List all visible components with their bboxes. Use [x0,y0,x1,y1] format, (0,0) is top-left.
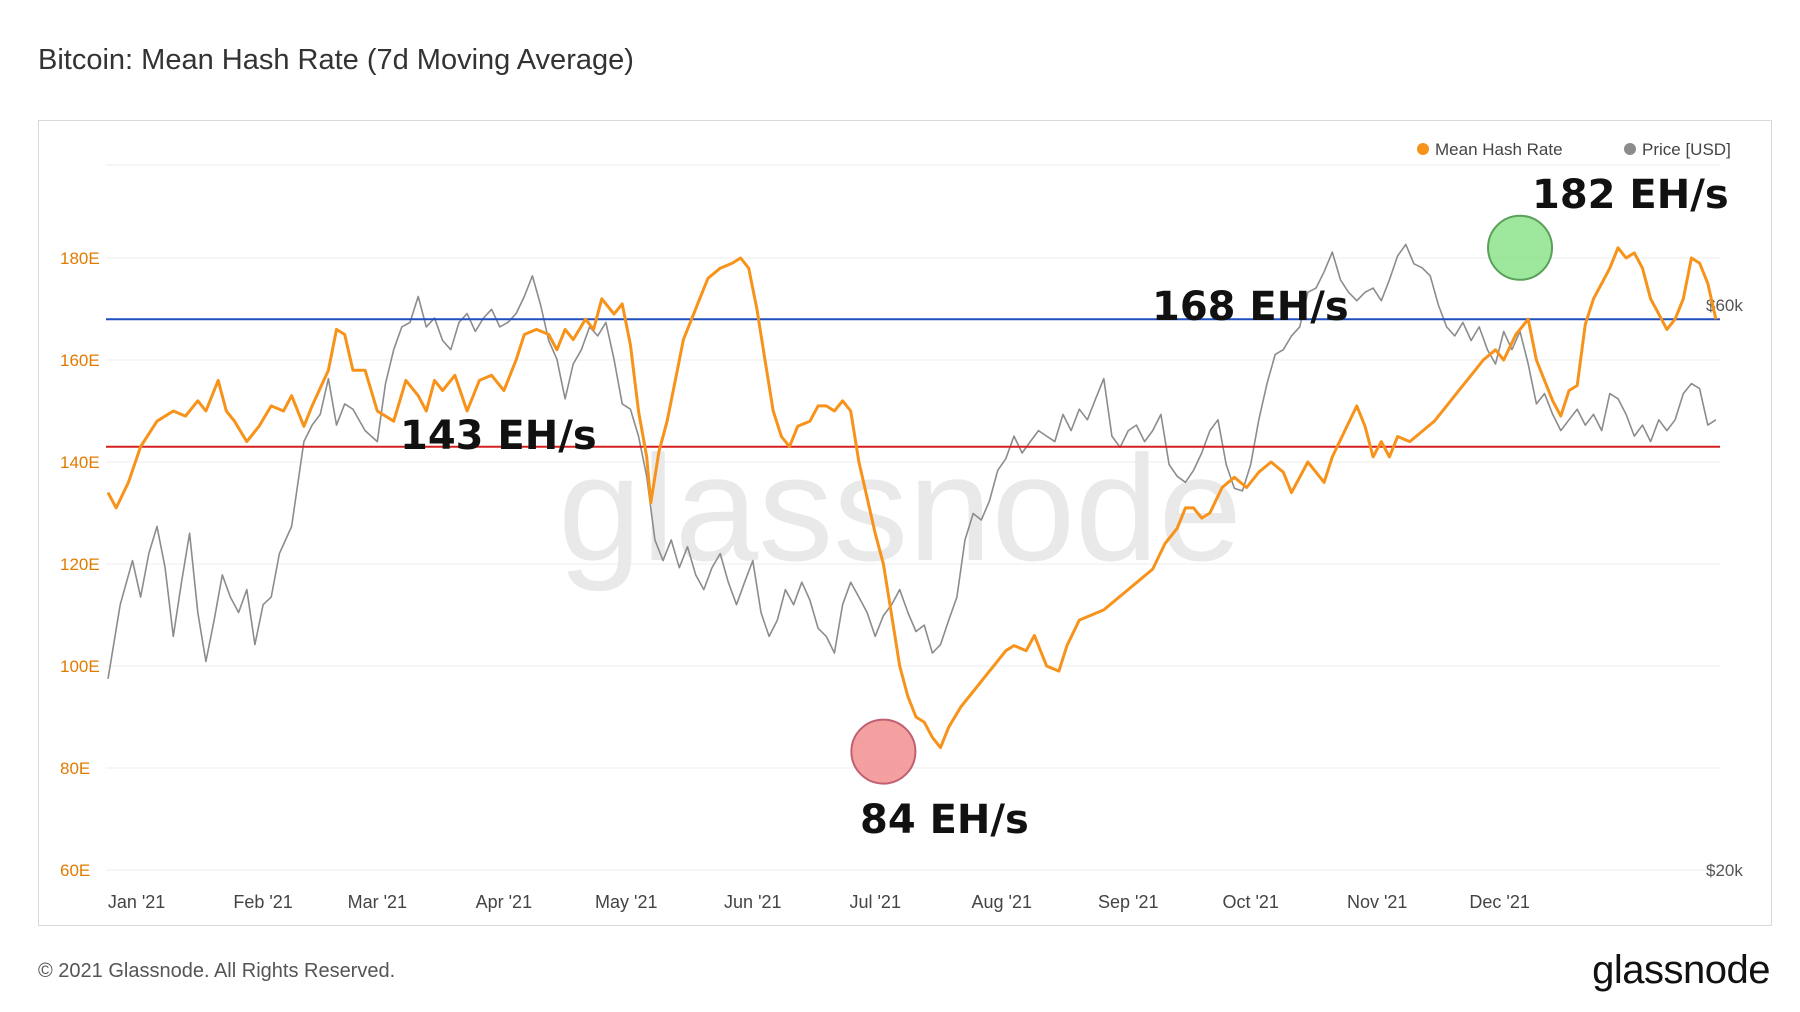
marker-high [1487,214,1554,281]
y-left-tick-label: 60E [60,861,90,880]
y-left-tick-label: 120E [60,555,100,574]
legend-label-price: Price [USD] [1642,140,1731,159]
hline-label-168: 168 EH/s [1152,284,1349,330]
x-tick-label: Sep '21 [1098,892,1159,912]
watermark: glassnode [558,424,1242,592]
marker-label-high: 182 EH/s [1532,172,1729,218]
chart-title: Bitcoin: Mean Hash Rate (7d Moving Avera… [38,44,634,76]
y-right-tick-label: $20k [1706,861,1743,880]
chart-frame [38,120,1772,926]
x-tick-label: Feb '21 [233,892,292,912]
x-tick-label: Mar '21 [348,892,407,912]
x-tick-label: Nov '21 [1347,892,1407,912]
y-left-tick-label: 160E [60,351,100,370]
hline-label-143: 143 EH/s [400,413,597,459]
x-tick-label: May '21 [595,892,657,912]
y-left-tick-label: 140E [60,453,100,472]
x-tick-label: Jan '21 [108,892,165,912]
x-tick-label: Jul '21 [849,892,900,912]
marker-low [850,718,917,785]
marker-label-low: 84 EH/s [860,797,1029,843]
x-tick-label: Dec '21 [1469,892,1529,912]
legend-label-hash: Mean Hash Rate [1435,140,1563,159]
copyright: © 2021 Glassnode. All Rights Reserved. [38,960,396,982]
x-tick-label: Apr '21 [476,892,532,912]
hash-rate-series-line [106,246,1718,750]
x-tick-label: Oct '21 [1222,892,1278,912]
legend-dot-price[interactable] [1624,143,1636,155]
legend-dot-hash[interactable] [1417,143,1429,155]
brand-logo: glassnode [1592,948,1770,992]
y-left-tick-label: 180E [60,249,100,268]
x-tick-label: Jun '21 [724,892,781,912]
x-tick-label: Aug '21 [971,892,1032,912]
price-series-line [107,243,1717,680]
y-left-tick-label: 80E [60,759,90,778]
y-left-tick-label: 100E [60,657,100,676]
